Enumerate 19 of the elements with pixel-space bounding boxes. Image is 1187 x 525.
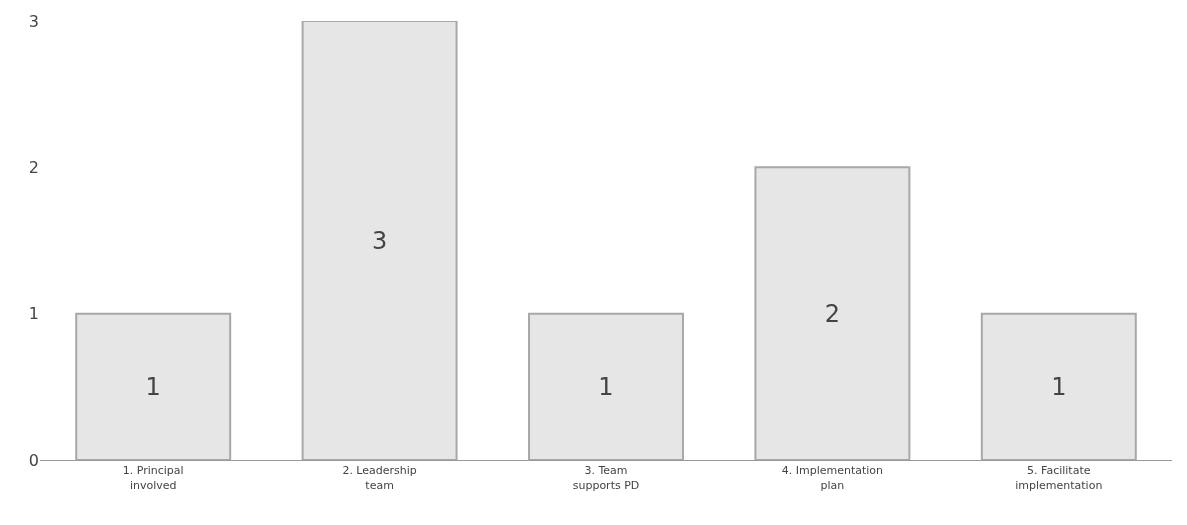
y-tick-label: 1 xyxy=(28,304,39,324)
y-tick-label: 3 xyxy=(28,11,39,31)
bar xyxy=(980,312,1137,460)
data-label: 1 xyxy=(1051,372,1067,401)
x-tick-label: 1. Principal involved xyxy=(122,464,184,492)
x-tick-label: 2. Leadership team xyxy=(342,464,417,492)
x-tick-label: 3. Team supports PD xyxy=(572,464,640,492)
y-tick-label: 2 xyxy=(28,157,39,177)
x-tick-label: 5. Facilitate implementation xyxy=(1015,464,1103,492)
bar xyxy=(301,21,458,460)
data-label: 1 xyxy=(145,372,161,401)
data-label: 3 xyxy=(371,226,388,255)
y-tick-label: 0 xyxy=(28,450,39,470)
bar xyxy=(754,166,911,460)
bar xyxy=(75,312,232,460)
data-label: 1 xyxy=(598,372,614,401)
x-tick-label: 4. Implementation plan xyxy=(781,464,884,492)
data-label: 2 xyxy=(824,299,841,328)
bar xyxy=(528,312,684,460)
